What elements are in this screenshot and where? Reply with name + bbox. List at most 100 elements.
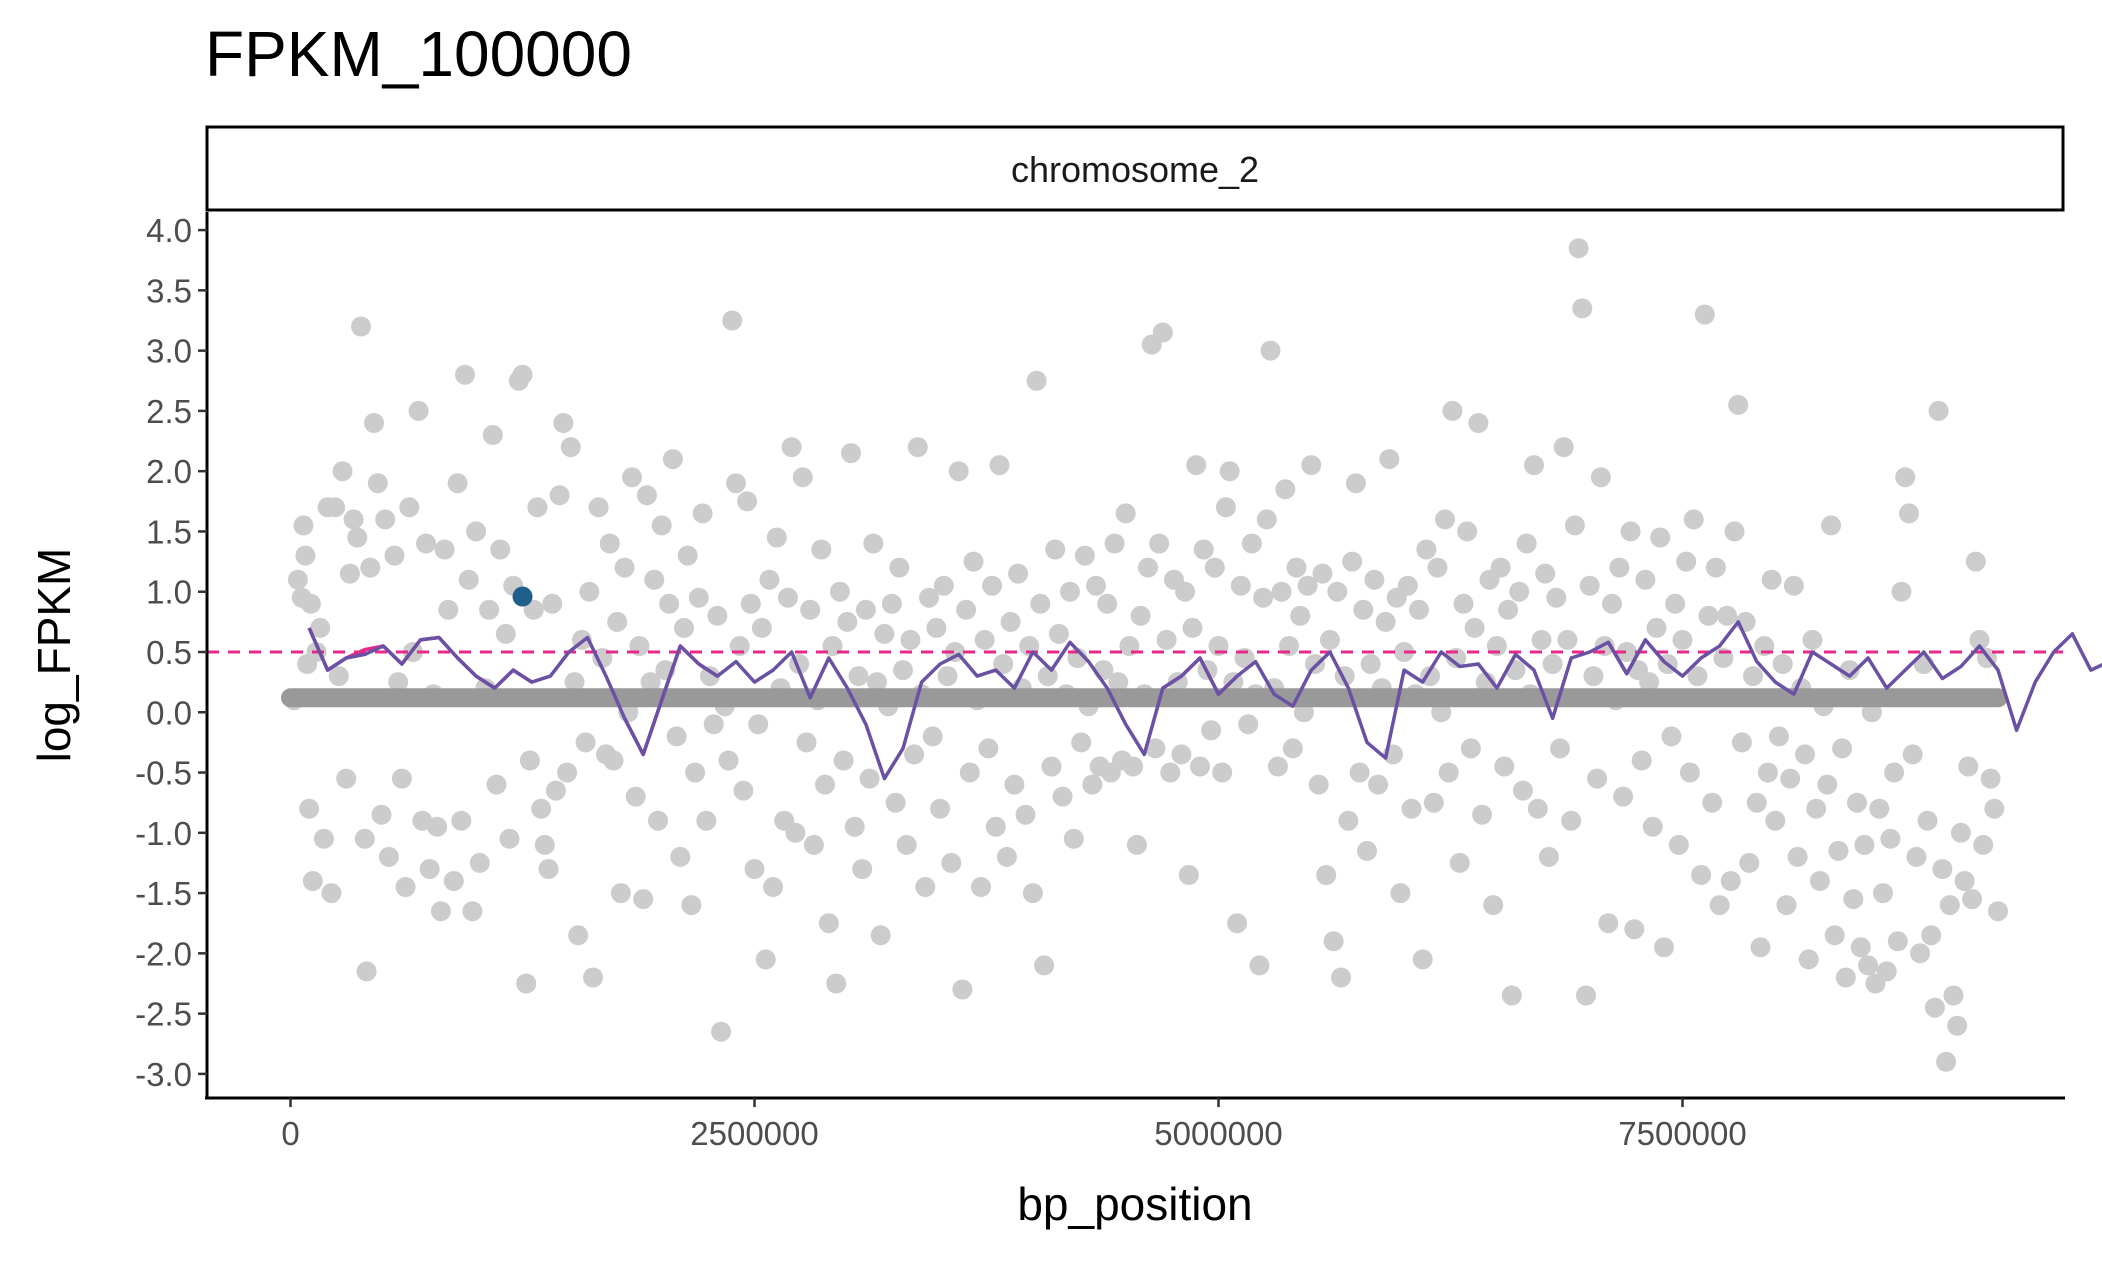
scatter-point (1048, 623, 1069, 644)
scatter-point (430, 901, 451, 922)
scatter-point (325, 497, 346, 518)
scatter-point (1546, 587, 1567, 608)
scatter-point (1323, 931, 1344, 952)
scatter-point (1316, 865, 1337, 885)
scatter-point (1345, 473, 1366, 494)
scatter-point (603, 750, 624, 771)
scatter-point (1490, 557, 1511, 578)
scatter-point (833, 750, 854, 771)
scatter-point (512, 364, 533, 385)
scatter-point (1731, 732, 1752, 753)
scatter-point (300, 593, 321, 614)
scatter-point (1375, 611, 1396, 632)
scatter-point (651, 515, 672, 536)
scatter-point (985, 816, 1006, 837)
scatter-point (1668, 834, 1689, 855)
scatter-point (1435, 509, 1455, 530)
scatter-point (1123, 756, 1144, 777)
scatter-point (1832, 738, 1853, 759)
scatter-point (1709, 895, 1730, 916)
scatter-point (1583, 666, 1604, 687)
scatter-point (982, 575, 1003, 596)
scatter-point (419, 859, 440, 879)
scatter-point (956, 599, 977, 620)
scatter-point (904, 744, 925, 765)
scatter-point (722, 310, 743, 331)
scatter-point (482, 425, 503, 445)
scatter-point (1030, 593, 1051, 614)
scatter-point (759, 569, 780, 590)
scatter-point (388, 672, 409, 693)
scatter-point (1531, 629, 1552, 650)
scatter-point (915, 877, 936, 897)
scatter-point (1412, 949, 1433, 970)
scatter-point (733, 780, 754, 801)
series-line-2 (307, 620, 2102, 781)
scatter-point (479, 599, 500, 620)
scatter-point (1943, 985, 1964, 1006)
scatter-point (313, 828, 334, 849)
scatter-point (1821, 515, 1841, 536)
scatter-point (1305, 654, 1325, 674)
scatter-point (1212, 762, 1233, 783)
scatter-point (681, 895, 702, 916)
scatter-point (1646, 617, 1667, 638)
scatter-point (1598, 913, 1619, 934)
scatter-point (744, 859, 765, 879)
scatter-point (384, 545, 405, 566)
scatter-point (751, 617, 772, 638)
scatter-point (1776, 895, 1797, 916)
scatter-point (1516, 533, 1537, 554)
scatter-point (1397, 575, 1418, 596)
scatter-point (811, 539, 832, 560)
scatter-point (310, 617, 331, 638)
scatter-point (1772, 654, 1793, 674)
scatter-point (1249, 955, 1270, 976)
scatter-point (339, 563, 360, 584)
scatter-point (855, 599, 876, 620)
scatter-point (1312, 563, 1333, 584)
scatter-point (351, 316, 371, 337)
scatter-point (1635, 569, 1656, 590)
scatter-point (1550, 738, 1570, 759)
scatter-point (1104, 533, 1125, 554)
scatter-point (881, 593, 902, 614)
scatter-point (443, 871, 464, 891)
scatter-point (490, 539, 511, 560)
scatter-point (328, 666, 349, 687)
scatter-point (837, 611, 858, 632)
scatter-point (1290, 605, 1311, 626)
scatter-point (1219, 461, 1240, 482)
scatter-point (1891, 581, 1912, 602)
scatter-point (1423, 792, 1444, 813)
facet-strip (205, 125, 2065, 212)
scatter-point (863, 533, 884, 554)
scatter-point (974, 629, 995, 650)
series-lines-layer (307, 620, 2102, 781)
scatter-point (1954, 871, 1975, 891)
scatter-point (614, 557, 635, 578)
highlight-point (512, 586, 533, 607)
scatter-point (755, 949, 776, 970)
scatter-point (662, 449, 683, 470)
scatter-point (1761, 569, 1782, 590)
scatter-point (1468, 413, 1489, 433)
scatter-point (542, 593, 563, 614)
scatter-point (1227, 913, 1248, 934)
scatter-point (1542, 654, 1563, 674)
scatter-point (1654, 937, 1674, 958)
scatter-point (1928, 400, 1949, 421)
scatter-point (293, 515, 314, 536)
scatter-point (1538, 846, 1559, 867)
scatter-point (922, 726, 943, 747)
scatter-point (1824, 925, 1845, 946)
y-tick-label: -2.0 (135, 935, 192, 972)
scatter-point (1672, 629, 1693, 650)
scatter-point (907, 437, 928, 458)
scatter-point (1160, 762, 1181, 783)
scatter-point (1427, 557, 1448, 578)
scatter-point (1561, 810, 1582, 831)
scatter-point (1535, 563, 1556, 584)
x-tick-label: 2500000 (690, 1115, 818, 1152)
scatter-point (1082, 774, 1103, 795)
